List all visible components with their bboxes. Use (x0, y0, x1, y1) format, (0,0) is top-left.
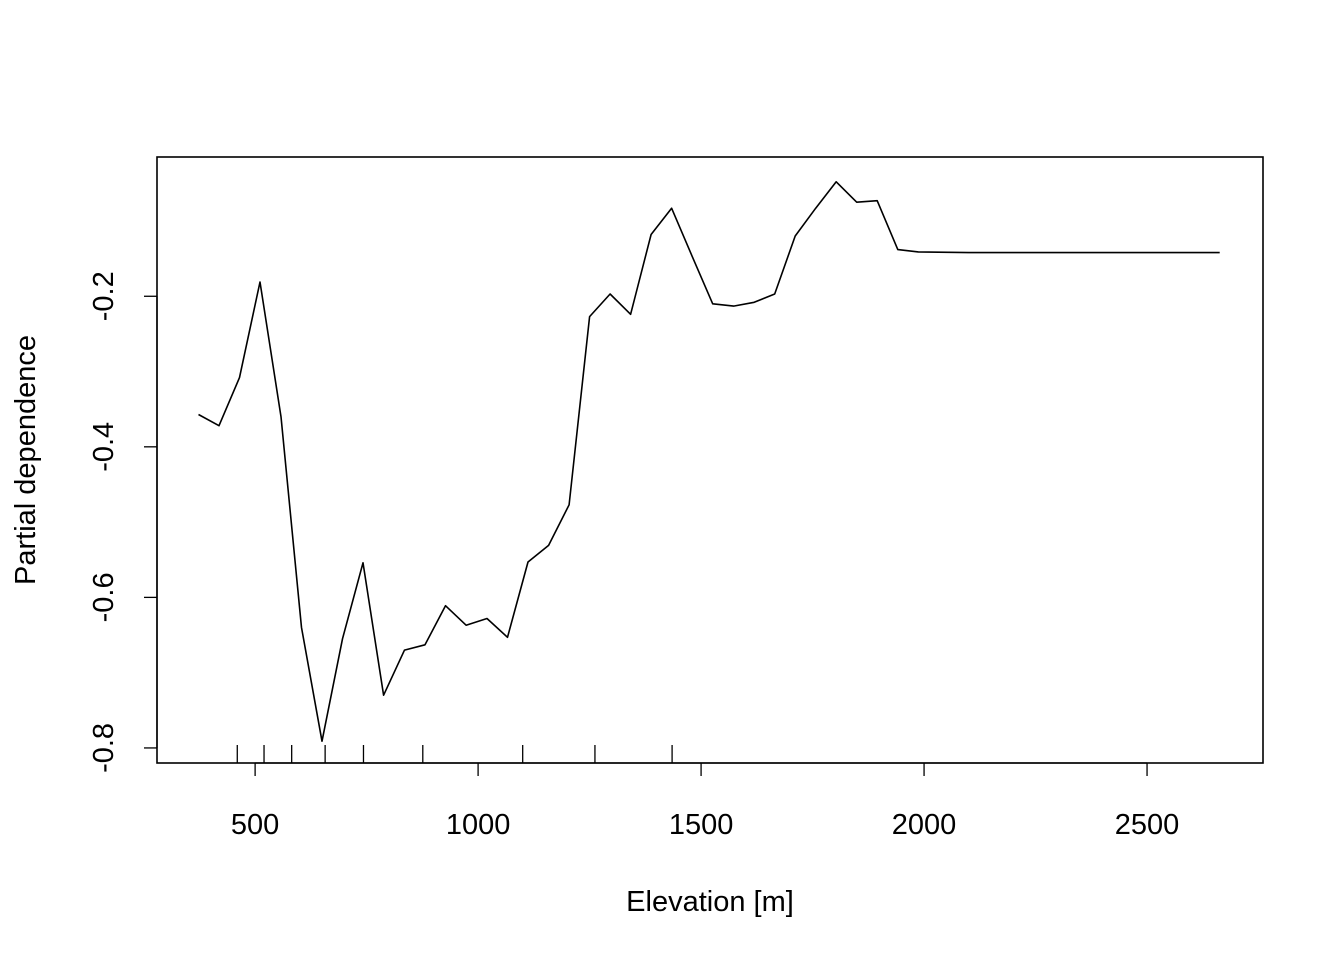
x-axis-label: Elevation [m] (626, 886, 794, 918)
rug-marks (236, 745, 673, 763)
y-axis-label: Partial dependence (10, 335, 42, 585)
y-tick-label: -0.4 (88, 422, 120, 472)
y-tick-label: -0.8 (88, 723, 120, 773)
x-tick-label: 2500 (1115, 809, 1180, 841)
y-axis: -0.8 -0.6 -0.4 -0.2 (88, 271, 158, 773)
plot-frame (156, 156, 1264, 764)
x-tick-label: 500 (231, 809, 279, 841)
y-tick-label: -0.6 (88, 572, 120, 622)
y-tick-label: -0.2 (88, 271, 120, 321)
x-tick-label: 1000 (446, 809, 511, 841)
x-tick-label: 2000 (892, 809, 957, 841)
x-tick-label: 1500 (669, 809, 734, 841)
x-axis: 500 1000 1500 2000 2500 (231, 762, 1180, 841)
series-line (198, 181, 1220, 742)
